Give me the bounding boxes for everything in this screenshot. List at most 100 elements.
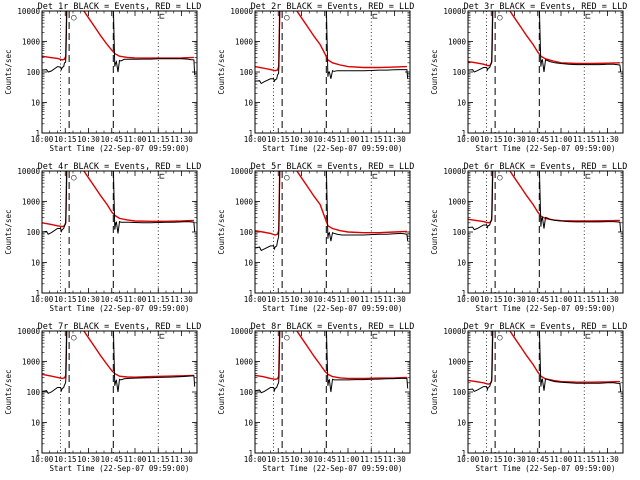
- y-tick-label: 100: [26, 228, 40, 237]
- events-series-line: [468, 331, 622, 393]
- lld-series-line: [255, 11, 407, 72]
- x-axis-label: Start Time (22-Sep-07 09:59:00): [263, 464, 403, 473]
- plot-frame: [254, 10, 411, 134]
- lld-series-line: [42, 171, 194, 228]
- x-tick-label: 10:30: [503, 455, 526, 464]
- y-tick-label: 1000: [448, 38, 467, 47]
- x-tick-label: 10:15: [267, 455, 290, 464]
- y-tick-label: 10000: [17, 167, 40, 176]
- x-tick-label: 10:45: [100, 295, 123, 304]
- y-tick-label: 1000: [22, 358, 41, 367]
- x-tick-label: 11:15: [147, 295, 170, 304]
- x-axis-label: Start Time (22-Sep-07 09:59:00): [50, 464, 190, 473]
- chart-title: Det 9r BLACK = Events, RED = LLD: [464, 322, 628, 332]
- y-tick-label: 10: [244, 419, 254, 428]
- flare-start-marker: ○: [497, 333, 503, 343]
- x-tick-label: 11:00: [550, 455, 573, 464]
- chart-title: Det 7r BLACK = Events, RED = LLD: [38, 322, 202, 332]
- x-tick-label: 11:30: [383, 135, 406, 144]
- y-tick-label: 1000: [448, 358, 467, 367]
- x-tick-label: 10:00: [31, 135, 54, 144]
- y-axis-label: Counts/sec: [217, 209, 226, 254]
- x-tick-label: 11:30: [170, 135, 193, 144]
- y-axis-label: Counts/sec: [430, 49, 439, 94]
- y-tick-label: 100: [239, 388, 253, 397]
- x-tick-label: 11:15: [573, 455, 596, 464]
- chart-panel-9: Det 9r BLACK = Events, RED = LLD 1 10 100 10…: [430, 322, 627, 473]
- y-tick-label: 100: [26, 68, 40, 77]
- x-tick-label: 10:00: [457, 455, 480, 464]
- x-axis-label: Start Time (22-Sep-07 09:59:00): [263, 304, 403, 313]
- x-tick-label: 11:15: [360, 135, 383, 144]
- lld-series-line: [468, 11, 620, 67]
- chart-panel-7: Det 7r BLACK = Events, RED = LLD 1 10 100 10…: [4, 322, 201, 473]
- y-tick-label: 10000: [230, 167, 253, 176]
- events-series-line: [255, 171, 409, 252]
- x-tick-label: 11:30: [170, 455, 193, 464]
- events-series-line: [42, 11, 196, 76]
- x-tick-label: 11:30: [596, 455, 619, 464]
- x-axis-label: Start Time (22-Sep-07 09:59:00): [476, 304, 616, 313]
- x-tick-label: 11:00: [337, 455, 360, 464]
- lld-series-line: [255, 331, 407, 381]
- y-tick-label: 10000: [17, 327, 40, 336]
- x-tick-label: 11:00: [337, 295, 360, 304]
- x-tick-label: 10:30: [77, 295, 100, 304]
- plot-frame: [467, 10, 624, 134]
- lld-series-line: [42, 11, 194, 61]
- attenuator-marker: ⊏: [159, 332, 164, 342]
- plot-frame: [467, 330, 624, 454]
- flare-start-marker: ○: [71, 173, 77, 183]
- flare-start-marker: ○: [284, 13, 290, 23]
- x-tick-label: 11:15: [573, 295, 596, 304]
- y-tick-label: 100: [239, 228, 253, 237]
- attenuator-marker: ⊏: [159, 12, 164, 22]
- x-tick-label: 10:30: [77, 455, 100, 464]
- x-tick-label: 10:30: [503, 295, 526, 304]
- x-tick-label: 10:45: [100, 455, 123, 464]
- y-tick-label: 10000: [17, 7, 40, 16]
- plot-frame: [254, 330, 411, 454]
- chart-title: Det 4r BLACK = Events, RED = LLD: [38, 162, 202, 172]
- plot-frame: [254, 170, 411, 294]
- chart-title: Det 2r BLACK = Events, RED = LLD: [251, 2, 415, 12]
- x-axis-label: Start Time (22-Sep-07 09:59:00): [50, 144, 190, 153]
- x-tick-label: 10:30: [290, 135, 313, 144]
- y-tick-label: 10: [457, 259, 467, 268]
- x-tick-label: 11:30: [383, 295, 406, 304]
- x-tick-label: 10:15: [54, 455, 77, 464]
- flare-start-marker: ○: [71, 333, 77, 343]
- x-axis-label: Start Time (22-Sep-07 09:59:00): [476, 144, 616, 153]
- lld-series-line: [255, 171, 407, 236]
- y-tick-label: 1: [248, 449, 253, 458]
- y-tick-label: 100: [452, 68, 466, 77]
- plot-frame: [467, 170, 624, 294]
- chart-title: Det 1r BLACK = Events, RED = LLD: [38, 2, 202, 12]
- y-tick-label: 1000: [235, 358, 254, 367]
- x-tick-label: 10:30: [290, 455, 313, 464]
- flare-start-marker: ○: [284, 333, 290, 343]
- events-series-line: [468, 171, 622, 233]
- y-tick-label: 1000: [22, 198, 41, 207]
- lld-series-line: [468, 171, 620, 224]
- y-tick-label: 1: [461, 289, 466, 298]
- x-tick-label: 10:30: [77, 135, 100, 144]
- chart-panel-6: Det 6r BLACK = Events, RED = LLD 1 10 100 10…: [430, 162, 627, 313]
- y-axis-label: Counts/sec: [4, 369, 13, 414]
- events-series-line: [42, 171, 196, 235]
- events-series-line: [255, 11, 409, 85]
- flare-start-marker: ○: [71, 13, 77, 23]
- plot-frame: [41, 330, 198, 454]
- x-tick-label: 10:30: [503, 135, 526, 144]
- chart-panel-5: Det 5r BLACK = Events, RED = LLD 1 10 100 10…: [217, 162, 414, 313]
- events-series-line: [42, 331, 196, 395]
- y-tick-label: 10000: [230, 7, 253, 16]
- x-tick-label: 11:30: [170, 295, 193, 304]
- x-tick-label: 11:00: [124, 135, 147, 144]
- plot-frame: [41, 10, 198, 134]
- x-tick-label: 11:00: [337, 135, 360, 144]
- x-tick-label: 10:45: [526, 295, 549, 304]
- x-tick-label: 10:15: [54, 135, 77, 144]
- y-tick-label: 1000: [235, 198, 254, 207]
- x-tick-label: 10:15: [54, 295, 77, 304]
